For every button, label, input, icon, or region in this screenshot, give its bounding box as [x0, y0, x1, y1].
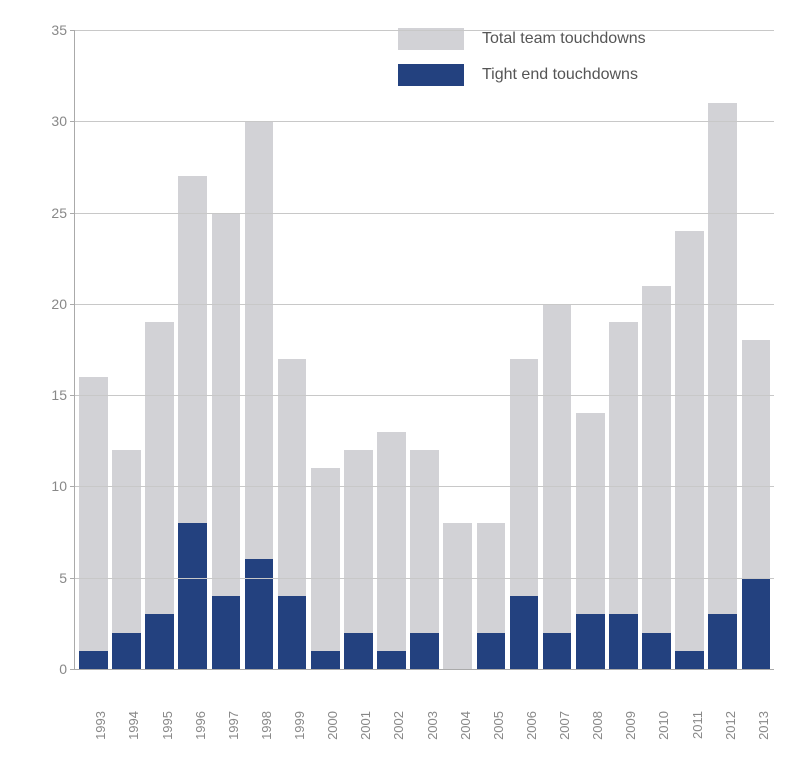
bar-total [79, 377, 108, 669]
x-tick-label: 1997 [226, 711, 241, 740]
bar-slot: 2005 [477, 30, 506, 669]
bar-total [443, 523, 472, 669]
bar-tight-end [609, 614, 638, 669]
bar-tight-end [212, 596, 241, 669]
x-tick-label: 1993 [93, 711, 108, 740]
x-tick-label: 2003 [425, 711, 440, 740]
bar-total [377, 432, 406, 669]
bar-slot: 1999 [278, 30, 307, 669]
bar-slot: 1996 [178, 30, 207, 669]
y-tick-label: 5 [59, 570, 75, 586]
bar-slot: 2000 [311, 30, 340, 669]
bar-tight-end [543, 633, 572, 670]
gridline [75, 486, 774, 487]
bar-slot: 2002 [377, 30, 406, 669]
x-tick-label: 2006 [524, 711, 539, 740]
x-tick-label: 1996 [193, 711, 208, 740]
bar-tight-end [245, 559, 274, 669]
x-tick-label: 2009 [623, 711, 638, 740]
bar-tight-end [278, 596, 307, 669]
bar-slot: 1998 [245, 30, 274, 669]
bar-tight-end [510, 596, 539, 669]
bar-tight-end [145, 614, 174, 669]
bar-slot: 2009 [609, 30, 638, 669]
gridline [75, 121, 774, 122]
gridline [75, 304, 774, 305]
bar-total [642, 286, 671, 669]
bar-slot: 1997 [212, 30, 241, 669]
bar-slot: 1993 [79, 30, 108, 669]
gridline [75, 213, 774, 214]
x-tick-label: 2007 [557, 711, 572, 740]
bar-tight-end [410, 633, 439, 670]
x-tick-label: 1998 [259, 711, 274, 740]
x-tick-label: 2013 [756, 711, 771, 740]
bars-container: 1993199419951996199719981999200020012002… [75, 30, 774, 669]
bar-slot: 2003 [410, 30, 439, 669]
bar-tight-end [178, 523, 207, 669]
x-tick-label: 2012 [723, 711, 738, 740]
bar-tight-end [477, 633, 506, 670]
y-tick-label: 0 [59, 661, 75, 677]
bar-total [675, 231, 704, 669]
x-tick-label: 2010 [656, 711, 671, 740]
bar-slot: 2001 [344, 30, 373, 669]
bar-slot: 2013 [742, 30, 771, 669]
y-tick-label: 20 [51, 296, 75, 312]
gridline [75, 30, 774, 31]
bar-tight-end [112, 633, 141, 670]
y-tick-label: 35 [51, 22, 75, 38]
bar-slot: 1995 [145, 30, 174, 669]
bar-tight-end [79, 651, 108, 669]
bar-tight-end [576, 614, 605, 669]
x-tick-label: 2000 [325, 711, 340, 740]
bar-tight-end [708, 614, 737, 669]
x-tick-label: 2011 [690, 711, 705, 739]
touchdowns-bar-chart: Total team touchdowns Tight end touchdow… [20, 20, 790, 740]
bar-total [708, 103, 737, 669]
y-tick-label: 25 [51, 205, 75, 221]
y-tick-label: 30 [51, 113, 75, 129]
bar-slot: 2011 [675, 30, 704, 669]
x-tick-label: 1999 [292, 711, 307, 740]
gridline [75, 578, 774, 579]
x-tick-label: 2008 [590, 711, 605, 740]
gridline [75, 395, 774, 396]
x-tick-label: 1994 [126, 711, 141, 740]
plot-area: 1993199419951996199719981999200020012002… [74, 30, 774, 670]
x-tick-label: 2002 [391, 711, 406, 740]
y-tick-label: 15 [51, 387, 75, 403]
x-tick-label: 2004 [458, 711, 473, 740]
bar-slot: 2008 [576, 30, 605, 669]
bar-tight-end [311, 651, 340, 669]
bar-slot: 2006 [510, 30, 539, 669]
x-tick-label: 1995 [160, 711, 175, 740]
bar-tight-end [642, 633, 671, 670]
bar-tight-end [344, 633, 373, 670]
bar-slot: 2004 [443, 30, 472, 669]
bar-tight-end [377, 651, 406, 669]
bar-tight-end [675, 651, 704, 669]
bar-total [311, 468, 340, 669]
bar-slot: 2010 [642, 30, 671, 669]
bar-slot: 2012 [708, 30, 737, 669]
x-tick-label: 2005 [491, 711, 506, 740]
x-tick-label: 2001 [358, 711, 373, 740]
bar-tight-end [742, 578, 771, 669]
y-tick-label: 10 [51, 478, 75, 494]
bar-slot: 2007 [543, 30, 572, 669]
bar-slot: 1994 [112, 30, 141, 669]
